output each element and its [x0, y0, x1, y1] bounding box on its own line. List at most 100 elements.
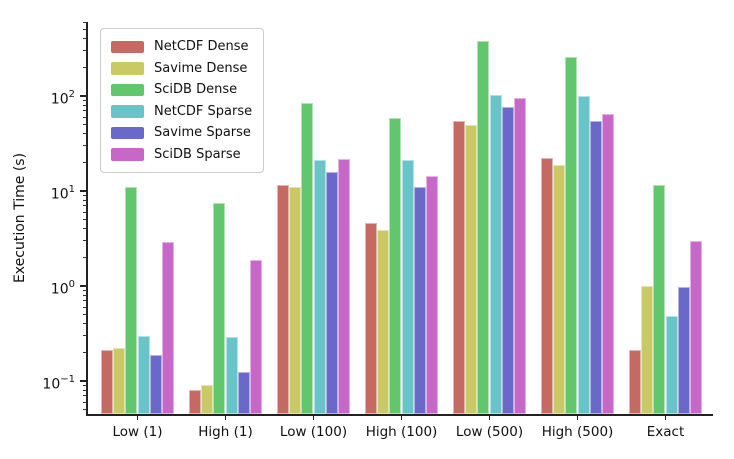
y-minor-tick-mark [83, 205, 87, 207]
legend-item-netcdf-dense: NetCDF Dense [111, 36, 252, 58]
bar-scidb-dense-high-1 [213, 202, 226, 414]
bar-netcdf-dense-high-100 [364, 223, 378, 414]
y-minor-tick-mark [83, 199, 87, 201]
y-minor-tick-mark [83, 256, 87, 258]
y-major-tick-mark [80, 285, 87, 287]
bar-savime-dense-exact [641, 286, 654, 414]
legend-swatch-icon [111, 126, 144, 139]
y-tick-label: 101 [50, 184, 75, 203]
y-minor-tick-mark [83, 294, 87, 296]
y-major-tick-mark [80, 95, 87, 97]
y-minor-tick-mark [83, 145, 87, 147]
legend-item-label: NetCDF Sparse [154, 103, 253, 119]
x-tick-label-exact: Exact [646, 424, 685, 440]
legend-item-label: SciDB Dense [154, 82, 238, 98]
legend-swatch-icon [111, 62, 144, 75]
bar-savime-sparse-high-1 [237, 371, 250, 414]
y-tick-exponent: −1 [60, 374, 75, 385]
bar-savime-dense-high-100 [377, 229, 390, 414]
y-minor-tick-mark [83, 99, 87, 101]
y-tick-exponent: 0 [68, 279, 75, 290]
bar-netcdf-sparse-high-500 [577, 95, 590, 414]
bar-savime-sparse-high-100 [413, 187, 426, 414]
legend-item-label: SciDB Sparse [154, 146, 241, 162]
x-tick-mark [400, 415, 403, 420]
y-major-tick-mark [80, 380, 87, 382]
legend-swatch-icon [111, 148, 144, 161]
y-minor-tick-mark [83, 335, 87, 337]
bar-scidb-sparse-low-100 [337, 159, 350, 414]
y-tick-label: 10−1 [42, 374, 75, 393]
bar-scidb-dense-low-500 [477, 40, 490, 414]
bar-savime-sparse-low-500 [501, 106, 514, 414]
bar-scidb-sparse-exact [689, 240, 702, 414]
bar-scidb-dense-low-100 [301, 102, 314, 414]
bar-savime-sparse-exact [677, 287, 690, 414]
y-minor-tick-mark [83, 240, 87, 242]
x-tick-mark [136, 415, 139, 420]
legend-item-savime-sparse: Savime Sparse [111, 122, 252, 144]
legend-item-label: Savime Sparse [154, 125, 251, 141]
y-minor-tick-mark [83, 50, 87, 52]
legend-item-savime-dense: Savime Dense [111, 58, 252, 80]
bar-netcdf-dense-low-500 [452, 120, 466, 414]
x-tick-label-high-100: High (100) [365, 424, 438, 440]
y-minor-tick-mark [83, 289, 87, 291]
y-minor-tick-mark [83, 21, 87, 23]
x-tick-mark [664, 415, 667, 420]
bar-savime-dense-high-1 [201, 385, 214, 414]
y-minor-tick-mark [83, 306, 87, 308]
y-minor-tick-mark [83, 401, 87, 403]
y-minor-tick-mark [83, 323, 87, 325]
bar-scidb-dense-exact [653, 185, 666, 414]
y-minor-tick-mark [83, 104, 87, 106]
y-minor-tick-mark [83, 300, 87, 302]
bar-netcdf-dense-low-100 [276, 185, 290, 414]
bar-scidb-dense-low-1 [125, 187, 138, 414]
bar-netcdf-dense-high-500 [540, 158, 554, 414]
bar-scidb-sparse-low-500 [513, 98, 526, 414]
bar-netcdf-sparse-exact [665, 316, 678, 414]
y-minor-tick-mark [83, 351, 87, 353]
bar-scidb-sparse-high-500 [601, 114, 614, 414]
y-tick-exponent: 2 [68, 89, 75, 100]
bar-scidb-sparse-high-100 [425, 175, 438, 414]
y-minor-tick-mark [83, 116, 87, 118]
legend: NetCDF Dense Savime Dense SciDB Dense NetCD… [100, 28, 265, 173]
y-minor-tick-mark [83, 110, 87, 112]
bar-netcdf-dense-exact [628, 350, 642, 414]
y-minor-tick-mark [83, 38, 87, 40]
legend-item-label: Savime Dense [154, 60, 248, 76]
x-tick-label-high-1: High (1) [198, 424, 253, 440]
bar-scidb-dense-high-500 [565, 56, 578, 414]
legend-swatch-icon [111, 83, 144, 96]
legend-item-scidb-dense: SciDB Dense [111, 79, 252, 101]
bar-netcdf-sparse-high-1 [225, 337, 238, 414]
bar-netcdf-sparse-low-1 [137, 335, 150, 414]
bar-netcdf-sparse-low-100 [313, 160, 326, 414]
legend-item-label: NetCDF Dense [154, 39, 249, 55]
y-minor-tick-mark [83, 161, 87, 163]
y-minor-tick-mark [83, 389, 87, 391]
x-tick-label-low-100: Low (100) [279, 424, 348, 440]
x-tick-mark [224, 415, 227, 420]
bar-netcdf-dense-low-1 [100, 350, 114, 414]
y-minor-tick-mark [83, 124, 87, 126]
y-minor-tick-mark [83, 211, 87, 213]
legend-swatch-icon [111, 40, 144, 53]
y-minor-tick-mark [83, 384, 87, 386]
y-minor-tick-mark [83, 194, 87, 196]
bar-netcdf-sparse-low-500 [489, 95, 502, 414]
bar-savime-sparse-high-500 [589, 121, 602, 414]
y-minor-tick-mark [83, 314, 87, 316]
legend-item-scidb-sparse: SciDB Sparse [111, 144, 252, 166]
y-minor-tick-mark [83, 66, 87, 68]
bar-savime-sparse-low-100 [325, 171, 338, 414]
bar-savime-sparse-low-1 [149, 354, 162, 414]
y-tick-label: 102 [50, 89, 75, 108]
bar-netcdf-sparse-high-100 [401, 160, 414, 414]
x-tick-mark [488, 415, 491, 420]
bar-scidb-sparse-high-1 [249, 259, 262, 414]
y-axis-label: Execution Time (s) [12, 152, 28, 284]
